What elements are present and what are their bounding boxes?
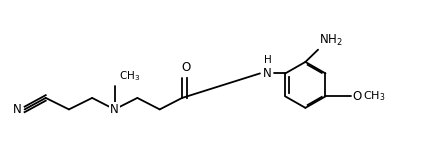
Text: O: O [352, 90, 361, 103]
Text: H: H [264, 55, 272, 65]
Text: N: N [263, 67, 272, 80]
Text: O: O [182, 61, 191, 74]
Text: CH$_3$: CH$_3$ [119, 69, 140, 83]
Text: N: N [110, 103, 119, 116]
Text: N: N [12, 103, 21, 116]
Text: NH$_2$: NH$_2$ [319, 33, 343, 48]
Text: CH$_3$: CH$_3$ [363, 90, 385, 103]
